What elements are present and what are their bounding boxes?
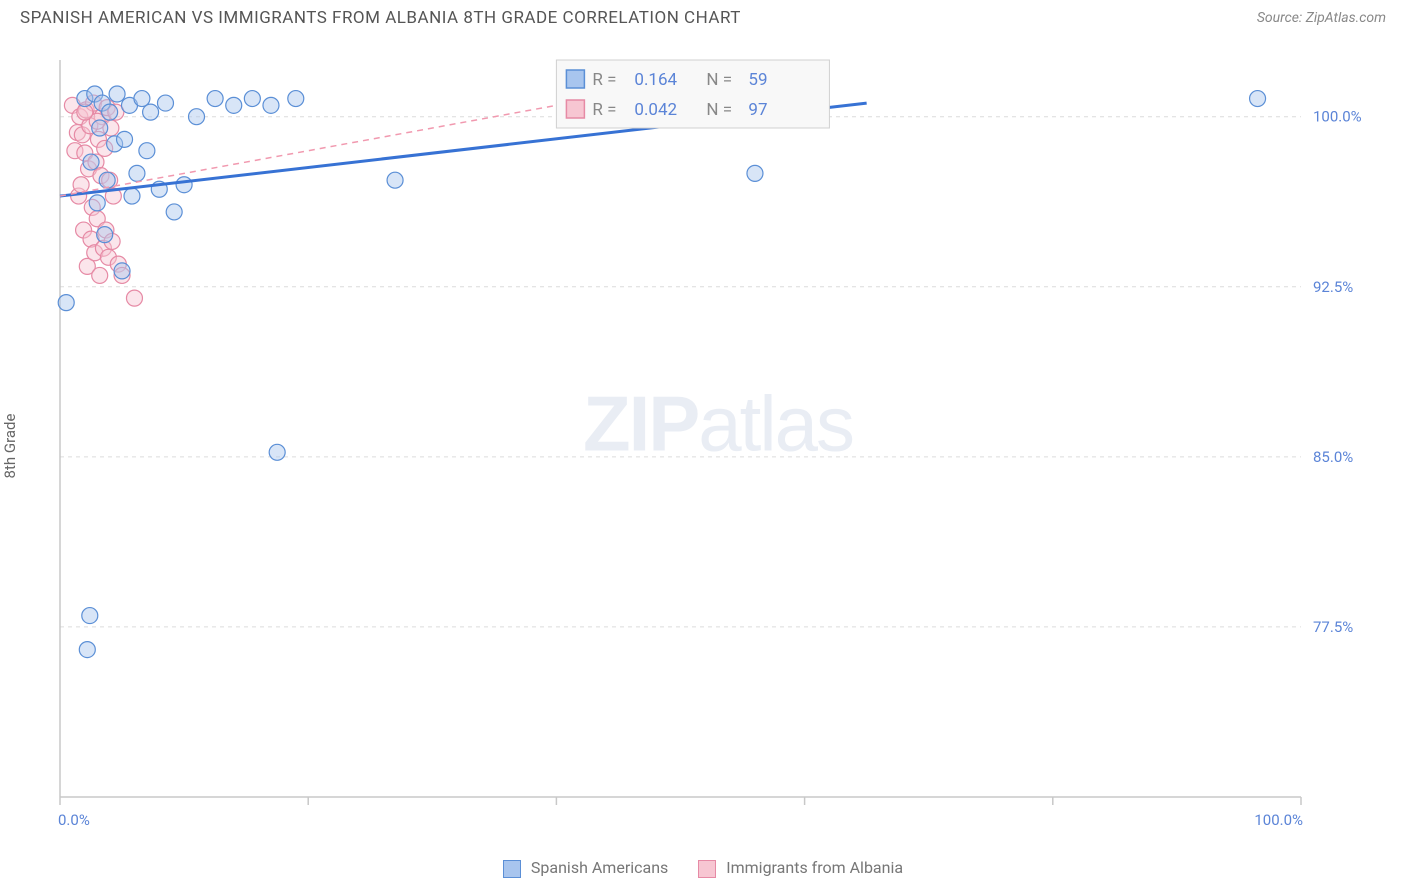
svg-text:59: 59 <box>748 70 767 90</box>
legend-item-albania: Immigrants from Albania <box>698 858 903 878</box>
svg-text:85.0%: 85.0% <box>1313 448 1353 466</box>
svg-text:100.0%: 100.0% <box>1313 108 1362 126</box>
header: SPANISH AMERICAN VS IMMIGRANTS FROM ALBA… <box>0 0 1406 36</box>
legend-swatch-pink <box>698 860 716 878</box>
legend-label-spanish: Spanish Americans <box>531 858 668 877</box>
chart-title: SPANISH AMERICAN VS IMMIGRANTS FROM ALBA… <box>20 8 741 28</box>
legend-item-spanish: Spanish Americans <box>503 858 668 878</box>
source-attribution: Source: ZipAtlas.com <box>1257 10 1386 26</box>
svg-text:77.5%: 77.5% <box>1313 618 1353 636</box>
y-axis-label: 8th Grade <box>1 414 19 479</box>
bottom-legend: Spanish Americans Immigrants from Albani… <box>0 858 1406 878</box>
chart-area: ZIPatlas 77.5%85.0%92.5%100.0%0.0%100.0%… <box>50 48 1386 832</box>
legend-swatch-blue <box>503 860 521 878</box>
svg-text:97: 97 <box>748 100 767 120</box>
svg-text:0.164: 0.164 <box>634 70 677 90</box>
svg-text:100.0%: 100.0% <box>1254 811 1303 829</box>
scatter-plot: 77.5% 85.0% 92.5% 100.0% 0.0% 100.0% R = 0.164 N… <box>50 48 1386 832</box>
svg-text:R =: R = <box>592 100 616 120</box>
svg-text:N =: N = <box>706 100 732 120</box>
svg-text:N =: N = <box>706 70 732 90</box>
svg-text:92.5%: 92.5% <box>1313 278 1353 296</box>
legend-label-albania: Immigrants from Albania <box>726 858 903 877</box>
svg-text:0.0%: 0.0% <box>58 811 90 829</box>
svg-text:0.042: 0.042 <box>634 100 677 120</box>
svg-text:R =: R = <box>592 70 616 90</box>
